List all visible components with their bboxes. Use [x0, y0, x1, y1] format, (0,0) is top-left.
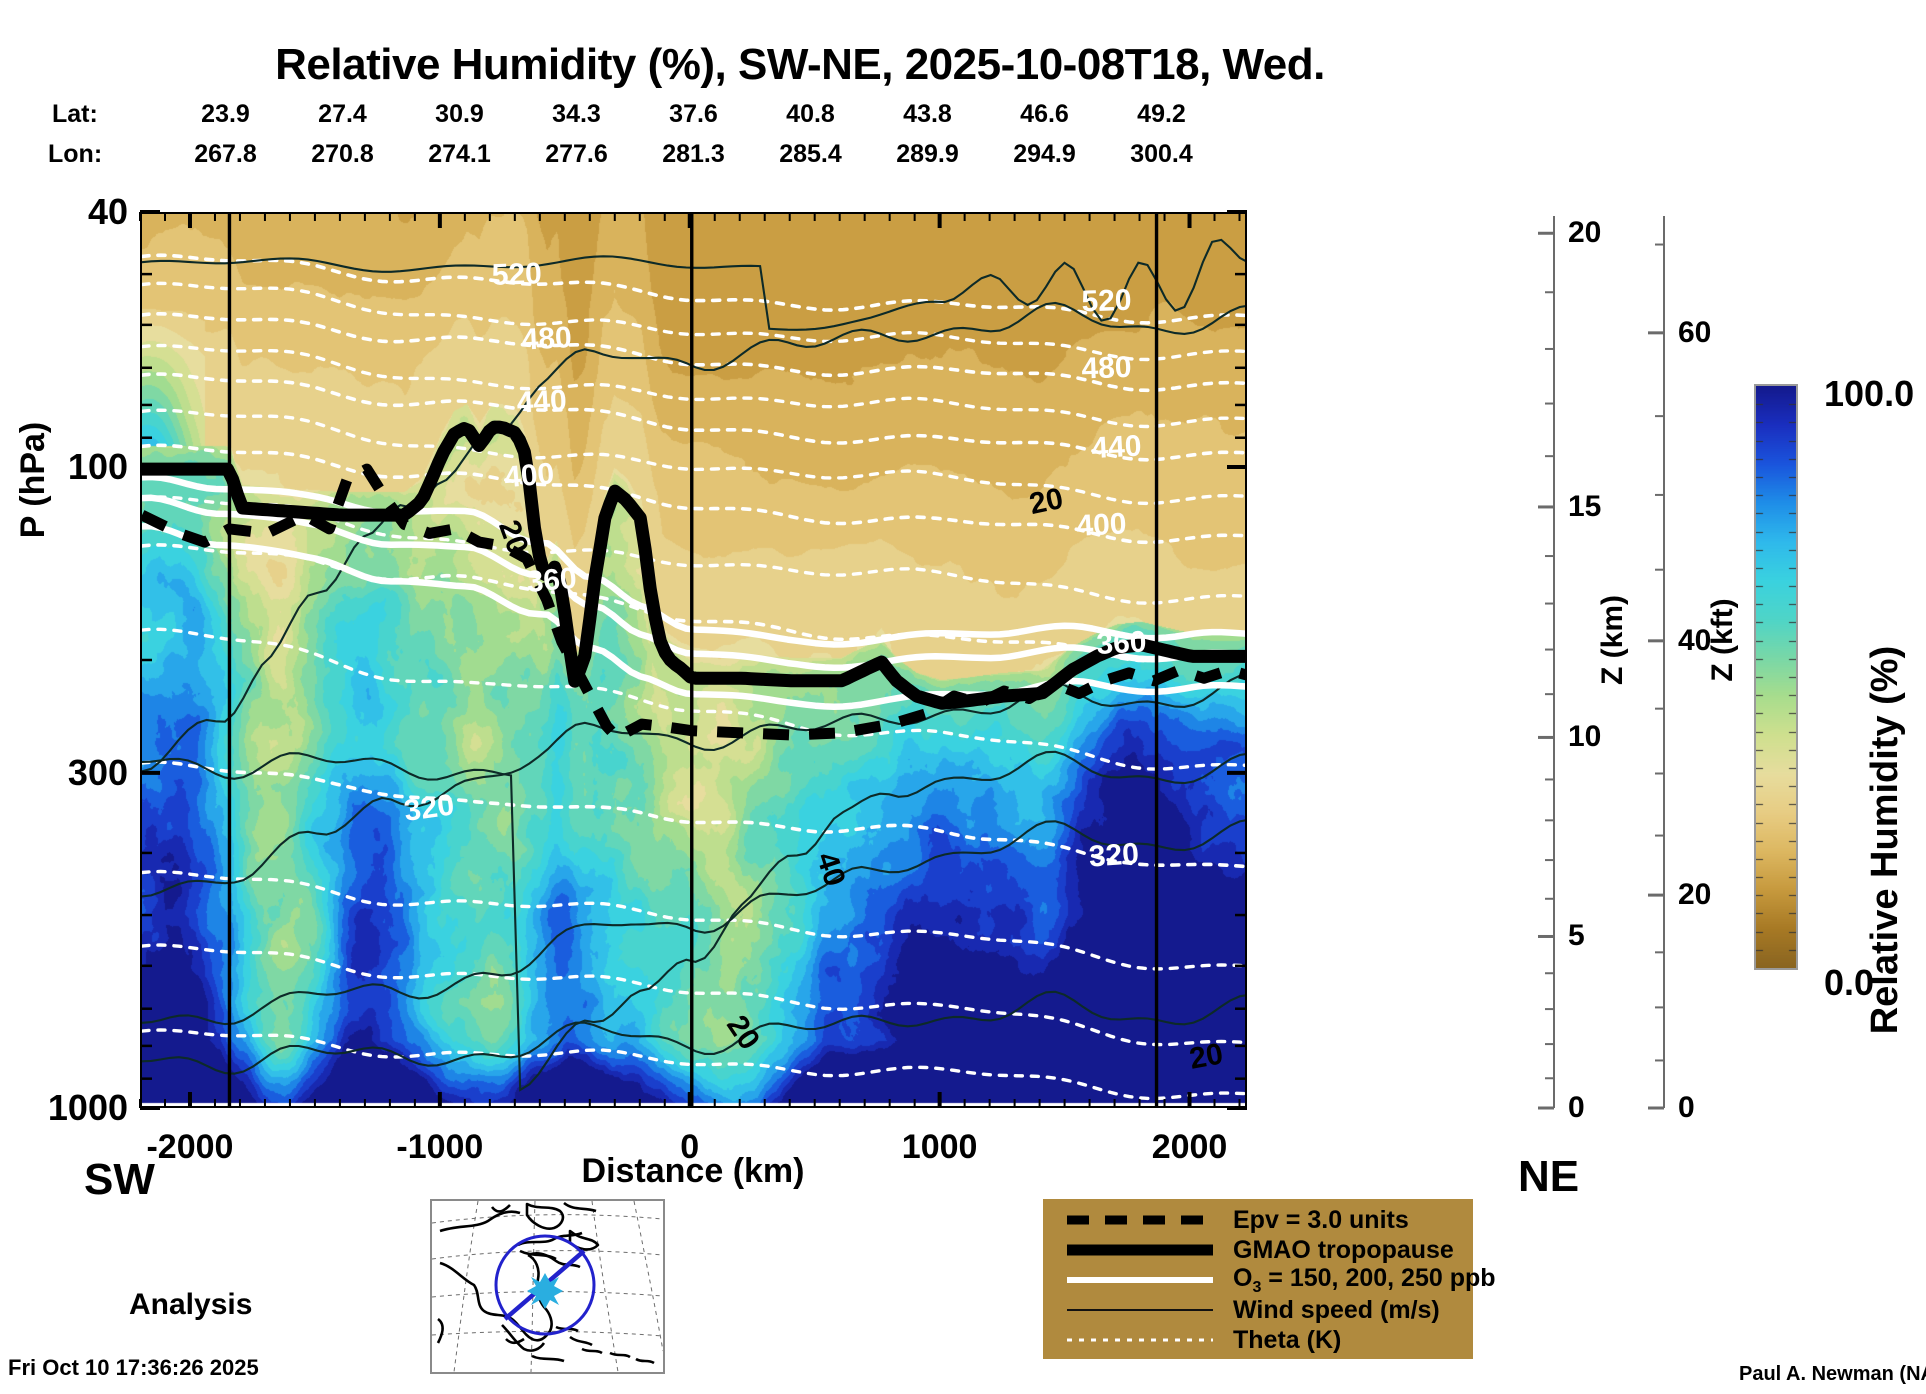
x-axis-tick-label: 2000	[1151, 1128, 1228, 1166]
direction-label-sw: SW	[84, 1155, 155, 1204]
contour-label: 40	[810, 848, 852, 890]
lon-row-label: Lon:	[48, 140, 103, 168]
contour-label: 320	[402, 788, 456, 828]
colorbar-gradient	[1756, 386, 1796, 968]
legend-swatch-epv	[1065, 1210, 1215, 1230]
legend-label-wind: Wind speed (m/s)	[1233, 1295, 1440, 1324]
lon-value: 267.8	[194, 140, 257, 168]
y-axis-tick-label: 1000	[47, 1087, 128, 1128]
contour-label: 20	[1187, 1037, 1226, 1075]
lon-value: 285.4	[779, 140, 842, 168]
lat-value: 34.3	[552, 100, 601, 128]
lat-value: 23.9	[201, 100, 250, 128]
x-axis-tick-label: 1000	[901, 1128, 978, 1166]
author-credit: Paul A. Newman (NASA	[1739, 1363, 1926, 1385]
legend-item: GMAO tropopause	[1065, 1235, 1473, 1265]
colorbar	[1754, 384, 1798, 970]
contour-label: 480	[521, 321, 573, 357]
contour-overlays: 520 480 440 400 360 320 520 480 440 400 360 320 20 20…	[142, 214, 1245, 1106]
legend-swatch-tropopause	[1065, 1240, 1215, 1260]
contour-label: 360	[1096, 625, 1148, 661]
render-timestamp: Fri Oct 10 17:36:26 2025	[8, 1355, 259, 1380]
lat-row-label: Lat:	[52, 100, 98, 128]
lon-value: 289.9	[896, 140, 959, 168]
inset-location-map[interactable]	[430, 1199, 665, 1374]
contour-label: 320	[1088, 837, 1140, 873]
contour-label: 440	[516, 384, 568, 420]
z-km-tick-label: 15	[1568, 489, 1602, 523]
legend-item: Theta (K)	[1065, 1325, 1473, 1355]
z-km-tick-label: 10	[1568, 720, 1602, 754]
contour-label: 520	[491, 257, 542, 292]
colorbar-min-label: 0.0	[1824, 962, 1875, 1003]
legend-label-ozone: O3 = 150, 200, 250 ppb	[1233, 1263, 1496, 1296]
z-kft-tick-label: 60	[1678, 315, 1712, 349]
lon-value: 281.3	[662, 140, 725, 168]
x-axis-tick-label: -2000	[146, 1128, 234, 1166]
contour-label: 440	[1091, 429, 1143, 465]
y-axis-tick-label: 300	[67, 751, 128, 793]
lon-value: 300.4	[1130, 140, 1193, 168]
cross-section-plot[interactable]: 520 480 440 400 360 320 520 480 440 400 360 320 20 20…	[140, 212, 1247, 1108]
legend-item: Wind speed (m/s)	[1065, 1295, 1473, 1325]
lat-value: 37.6	[669, 100, 718, 128]
inset-center-star	[527, 1273, 563, 1309]
legend-swatch-ozone	[1065, 1270, 1215, 1290]
colorbar-label: Relative Humidity (%)	[1864, 645, 1906, 1035]
lon-value: 294.9	[1013, 140, 1076, 168]
lat-value: 27.4	[318, 100, 367, 128]
page-title: Relative Humidity (%), SW-NE, 2025-10-08…	[275, 40, 1325, 89]
direction-label-ne: NE	[1518, 1152, 1580, 1201]
colorbar-max-label: 100.0	[1824, 373, 1915, 414]
legend-label-epv: Epv = 3.0 units	[1233, 1205, 1409, 1234]
analysis-label: Analysis	[129, 1288, 253, 1321]
lon-value: 277.6	[545, 140, 608, 168]
z-kft-axis-label: Z (kft)	[1706, 598, 1739, 682]
z-km-tick-label: 0	[1568, 1091, 1585, 1124]
z-kft-tick-label: 20	[1678, 878, 1712, 912]
x-axis-tick-label: -1000	[396, 1128, 484, 1166]
z-km-axis-label: Z (km)	[1596, 595, 1629, 685]
lat-value: 30.9	[435, 100, 484, 128]
legend-swatch-theta	[1065, 1330, 1215, 1350]
legend-swatch-wind	[1065, 1300, 1215, 1320]
contour-label: 20	[1027, 482, 1067, 521]
z-km-tick-label: 20	[1568, 216, 1602, 250]
legend-item: O3 = 150, 200, 250 ppb	[1065, 1264, 1496, 1296]
relative-humidity-field	[142, 214, 1245, 1106]
contour-label: 360	[525, 562, 578, 599]
lat-value: 40.8	[786, 100, 835, 128]
lon-value: 270.8	[311, 140, 374, 168]
lat-value: 49.2	[1137, 100, 1186, 128]
inset-map-graphic	[432, 1201, 663, 1372]
y-axis-tick-label: 100	[67, 446, 128, 488]
inset-range-circle	[494, 1234, 596, 1336]
contour-label: 480	[1081, 351, 1132, 386]
legend-label-tropopause: GMAO tropopause	[1233, 1235, 1454, 1264]
lon-value: 274.1	[428, 140, 491, 168]
y-axis-tick-label: 40	[87, 191, 128, 232]
contour-label: 400	[503, 457, 556, 494]
z-kft-tick-label: 0	[1678, 1091, 1695, 1124]
z-km-tick-label: 5	[1568, 919, 1585, 953]
legend-item: Epv = 3.0 units	[1065, 1205, 1473, 1235]
legend-label-theta: Theta (K)	[1233, 1325, 1342, 1354]
z-kft-tick-label: 40	[1678, 623, 1712, 657]
lat-value: 43.8	[903, 100, 952, 128]
contour-label: 520	[1081, 284, 1132, 319]
lat-value: 46.6	[1020, 100, 1069, 128]
x-axis-label: Distance (km)	[581, 1152, 805, 1190]
x-axis-tick-label: 0	[680, 1128, 700, 1166]
legend-box: Epv = 3.0 units GMAO tropopause O3 = 150…	[1043, 1199, 1496, 1359]
contour-label: 400	[1076, 507, 1128, 543]
